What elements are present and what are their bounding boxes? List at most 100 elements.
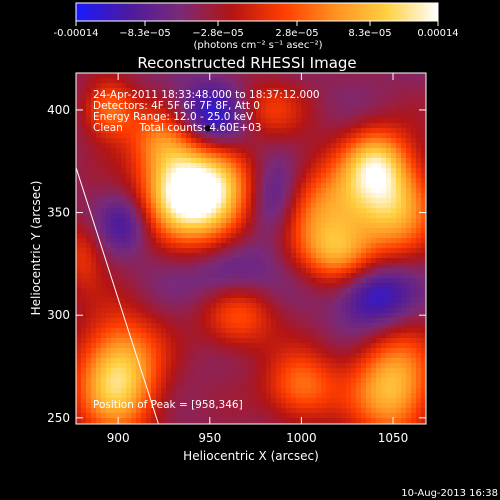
heatmap-cell: [101, 408, 107, 414]
heatmap-cell: [416, 123, 422, 129]
heatmap-cell: [141, 283, 147, 289]
heatmap-cell: [361, 273, 367, 279]
heatmap-cell: [136, 248, 142, 254]
heatmap-cell: [221, 78, 227, 84]
heatmap-cell: [116, 358, 122, 364]
heatmap-cell: [216, 393, 222, 399]
heatmap-cell: [111, 153, 117, 159]
heatmap-cell: [366, 223, 372, 229]
heatmap-cell: [111, 403, 117, 409]
heatmap-cell: [121, 128, 127, 134]
heatmap-cell: [371, 318, 377, 324]
heatmap-cell: [241, 238, 247, 244]
heatmap-cell: [416, 378, 422, 384]
heatmap-cell: [106, 93, 112, 99]
heatmap-cell: [101, 353, 107, 359]
heatmap-cell: [186, 198, 192, 204]
heatmap-cell: [91, 148, 97, 154]
heatmap-cell: [191, 253, 197, 259]
heatmap-cell: [236, 78, 242, 84]
heatmap-cell: [171, 393, 177, 399]
heatmap-cell: [266, 178, 272, 184]
heatmap-cell: [371, 143, 377, 149]
heatmap-cell: [176, 373, 182, 379]
heatmap-cell: [266, 383, 272, 389]
heatmap-cell: [126, 283, 132, 289]
heatmap-cell: [176, 73, 182, 79]
heatmap-cell: [236, 118, 242, 124]
heatmap-cell: [316, 403, 322, 409]
heatmap-cell: [236, 213, 242, 219]
heatmap-cell: [336, 313, 342, 319]
heatmap-cell: [421, 153, 427, 159]
heatmap-cell: [316, 83, 322, 89]
heatmap-cell: [376, 128, 382, 134]
heatmap-cell: [241, 368, 247, 374]
heatmap-cell: [321, 213, 327, 219]
heatmap-cell: [386, 248, 392, 254]
heatmap-cell: [81, 343, 87, 349]
heatmap-cell: [346, 398, 352, 404]
heatmap-cell: [346, 308, 352, 314]
heatmap-cell: [321, 188, 327, 194]
heatmap-cell: [136, 353, 142, 359]
heatmap-cell: [256, 218, 262, 224]
heatmap-cell: [96, 143, 102, 149]
heatmap-cell: [276, 178, 282, 184]
heatmap-cell: [211, 188, 217, 194]
heatmap-cell: [261, 358, 267, 364]
heatmap-cell: [116, 118, 122, 124]
heatmap-cell: [186, 83, 192, 89]
heatmap-cell: [316, 183, 322, 189]
heatmap-cell: [376, 233, 382, 239]
heatmap-cell: [246, 128, 252, 134]
heatmap-cell: [311, 158, 317, 164]
heatmap-cell: [136, 123, 142, 129]
heatmap-cell: [381, 403, 387, 409]
heatmap-cell: [206, 273, 212, 279]
heatmap-cell: [236, 373, 242, 379]
heatmap-cell: [326, 293, 332, 299]
heatmap-cell: [231, 128, 237, 134]
heatmap-cell: [416, 133, 422, 139]
heatmap-cell: [91, 143, 97, 149]
heatmap-cell: [241, 318, 247, 324]
heatmap-cell: [386, 283, 392, 289]
heatmap-cell: [421, 283, 427, 289]
heatmap-cell: [166, 263, 172, 269]
heatmap-cell: [396, 148, 402, 154]
heatmap-cell: [321, 248, 327, 254]
heatmap-cell: [116, 248, 122, 254]
heatmap-cell: [331, 268, 337, 274]
heatmap-cell: [316, 373, 322, 379]
heatmap-cell: [301, 363, 307, 369]
heatmap-cell: [266, 83, 272, 89]
heatmap-cell: [386, 208, 392, 214]
heatmap-cell: [126, 103, 132, 109]
heatmap-cell: [96, 98, 102, 104]
heatmap-cell: [191, 333, 197, 339]
heatmap-cell: [301, 238, 307, 244]
heatmap-cell: [81, 113, 87, 119]
heatmap-cell: [211, 158, 217, 164]
heatmap-cell: [336, 198, 342, 204]
heatmap-cell: [126, 223, 132, 229]
heatmap-cell: [296, 348, 302, 354]
heatmap-cell: [161, 293, 167, 299]
heatmap-cell: [141, 378, 147, 384]
heatmap-cell: [171, 133, 177, 139]
heatmap-cell: [251, 163, 257, 169]
colorbar-tick-label: 8.3e−05: [348, 28, 391, 39]
heatmap-cell: [396, 273, 402, 279]
heatmap-cell: [381, 248, 387, 254]
heatmap-cell: [351, 343, 357, 349]
heatmap-cell: [101, 413, 107, 419]
heatmap-cell: [256, 278, 262, 284]
heatmap-cell: [91, 343, 97, 349]
heatmap-cell: [166, 208, 172, 214]
heatmap-cell: [226, 98, 232, 104]
heatmap-cell: [296, 313, 302, 319]
heatmap-cell: [366, 393, 372, 399]
heatmap-cell: [406, 293, 412, 299]
heatmap-cell: [186, 288, 192, 294]
